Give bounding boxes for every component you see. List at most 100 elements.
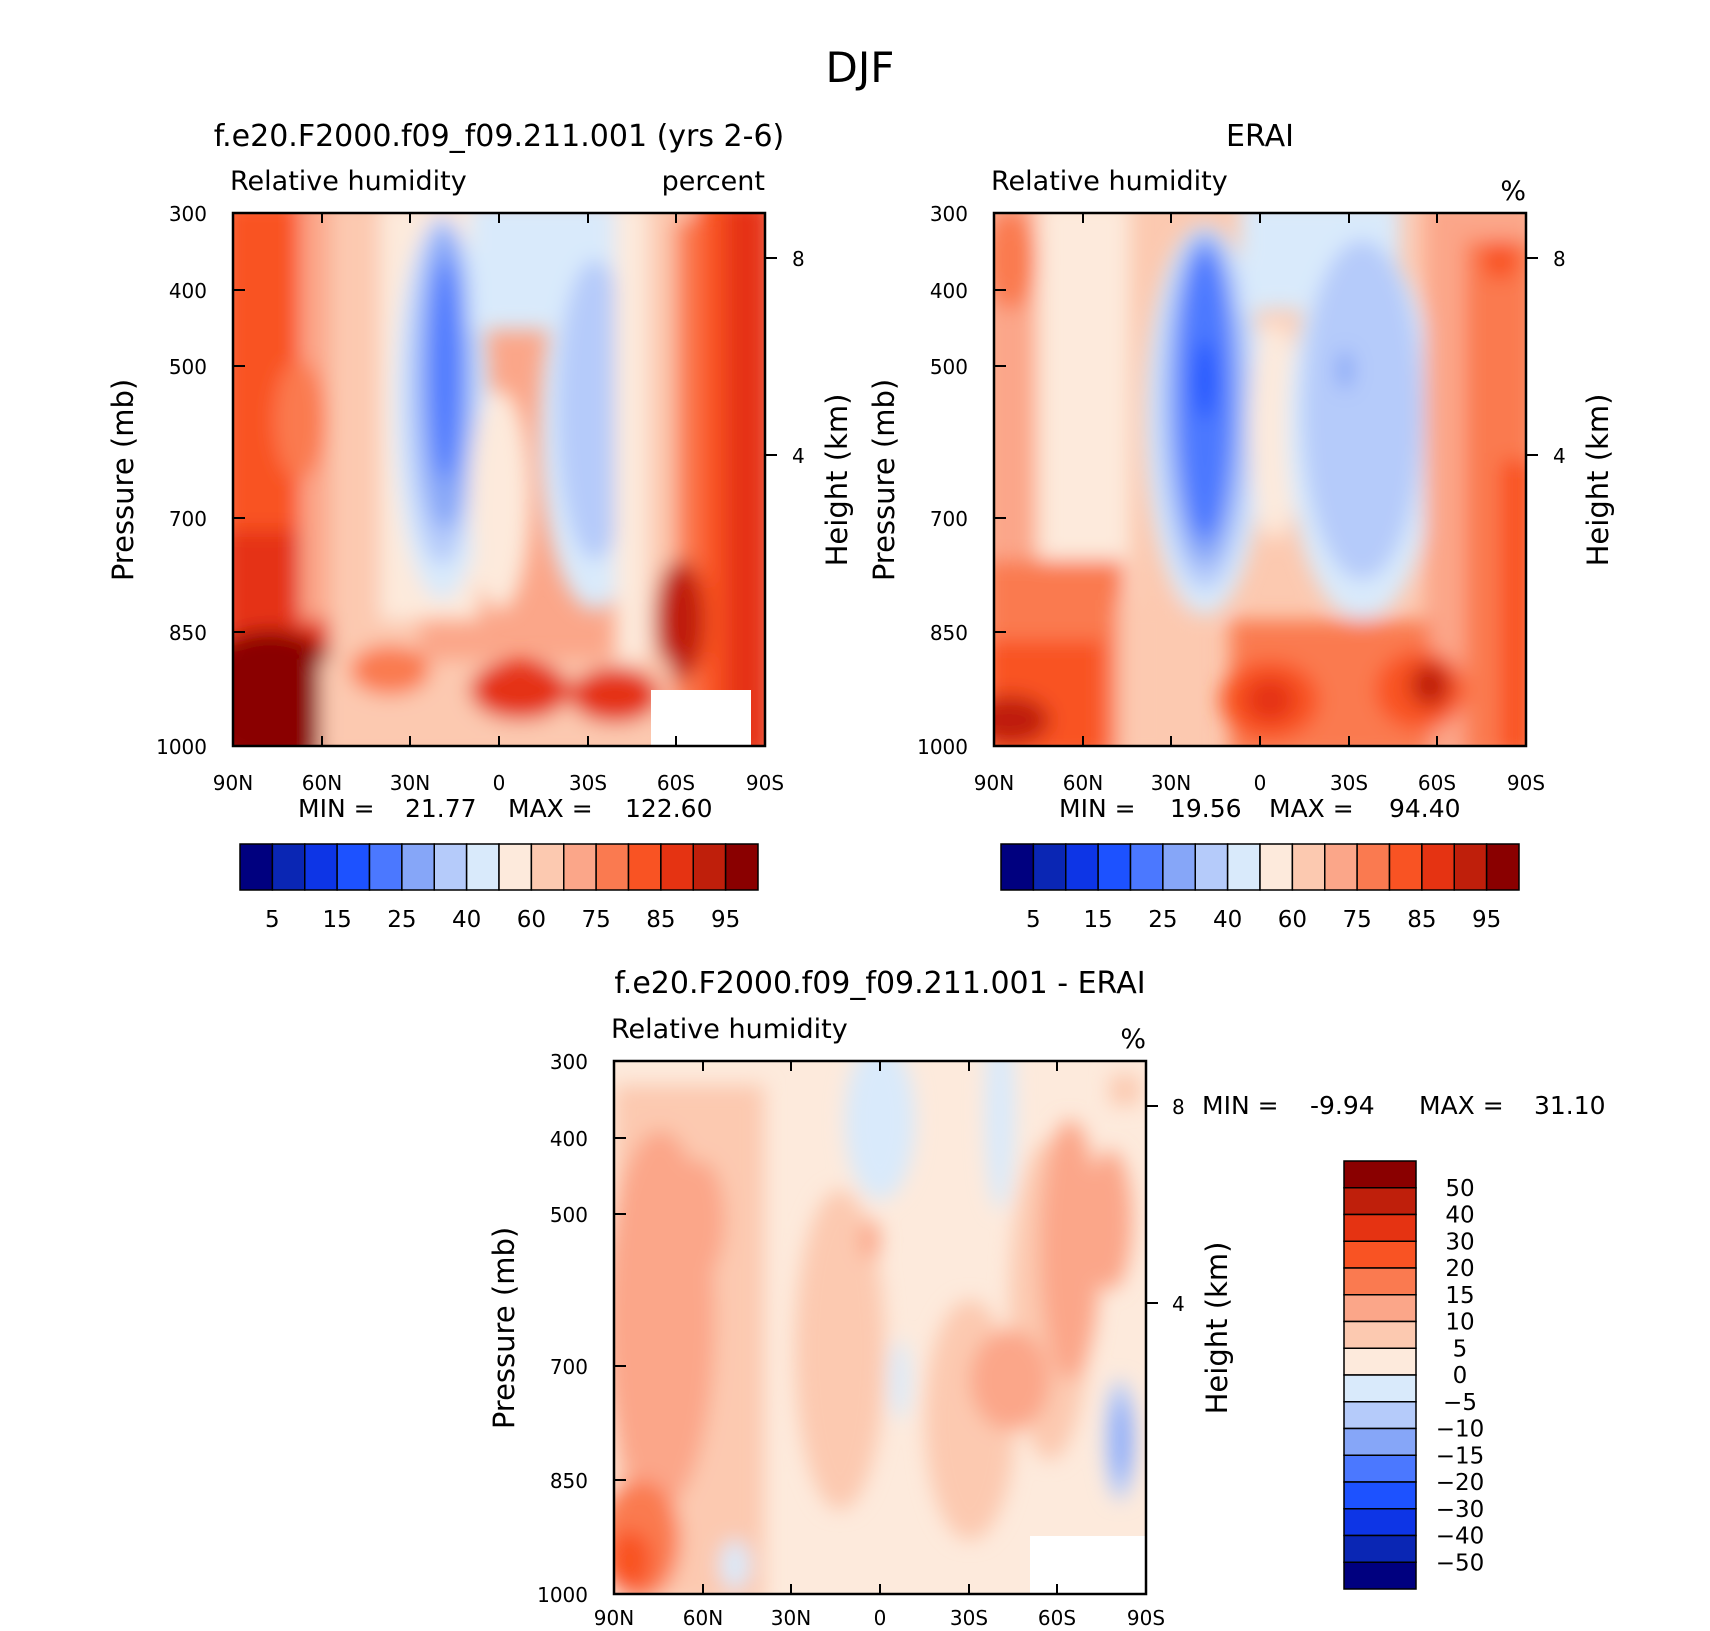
colorbar-swatch xyxy=(271,843,306,891)
max-value: 31.10 xyxy=(1534,1091,1606,1120)
colorbar-swatch xyxy=(401,843,435,891)
y2-tick-label: 8 xyxy=(1553,247,1566,271)
colorbar-swatch xyxy=(1000,843,1035,891)
colorbar-swatch xyxy=(1343,1213,1417,1242)
x-tick-label: 90N xyxy=(213,771,253,795)
colorbar-label: 85 xyxy=(1407,907,1436,933)
colorbar-model: 5 15 25 40 60 75 85 95 xyxy=(239,843,759,933)
x-tick-label: 30S xyxy=(569,771,607,795)
max-value: 94.40 xyxy=(1389,794,1461,823)
x-tick-label: 30N xyxy=(771,1606,811,1630)
colorbar-swatch xyxy=(1129,843,1164,891)
min-value: 19.56 xyxy=(1170,794,1242,823)
x-tick-label: 30S xyxy=(1330,771,1368,795)
colorbar-swatch xyxy=(1343,1240,1417,1269)
colorbar-swatch xyxy=(724,843,759,891)
colorbar-swatch xyxy=(1343,1160,1417,1189)
colorbar-swatch xyxy=(336,843,371,891)
y-tick-label: 500 xyxy=(169,355,207,379)
colorbar-swatch xyxy=(239,843,274,891)
y-tick-label: 850 xyxy=(930,621,968,645)
x-tick-label: 90N xyxy=(594,1606,634,1630)
colorbar-swatch xyxy=(1194,843,1229,891)
min-value: -9.94 xyxy=(1310,1091,1375,1120)
colorbar-swatch xyxy=(1065,843,1099,891)
x-tick-label: 60N xyxy=(683,1606,723,1630)
x-tick-label: 60S xyxy=(657,771,695,795)
colorbar-swatch xyxy=(1343,1454,1417,1483)
colorbar-swatch xyxy=(627,843,662,891)
x-tick-label: 90N xyxy=(974,771,1014,795)
colorbar-swatch xyxy=(1343,1561,1417,1590)
left-label: Relative humidity xyxy=(611,1014,848,1045)
y-tick-label: 1000 xyxy=(537,1583,588,1607)
colorbar-swatch xyxy=(1485,843,1520,891)
colorbar-swatch xyxy=(1259,843,1294,891)
x-tick-label: 90S xyxy=(1127,1606,1165,1630)
y2-axis-label: Height (km) xyxy=(1200,1242,1234,1415)
x-axis-model: 90N 60N 30N 0 30S 60S 90S xyxy=(213,213,784,795)
heatmap-field xyxy=(614,1061,1146,1594)
colorbar-swatch xyxy=(1291,843,1326,891)
y-tick-label: 400 xyxy=(169,279,207,303)
y2-axis-label: Height (km) xyxy=(820,394,854,567)
y-tick-label: 500 xyxy=(930,355,968,379)
min-label: MIN = xyxy=(1059,794,1136,823)
colorbar-swatch xyxy=(1388,843,1423,891)
colorbar-label: −30 xyxy=(1436,1497,1485,1523)
y-tick-label: 500 xyxy=(550,1203,588,1227)
panel-title: f.e20.F2000.f09_f09.211.001 (yrs 2-6) xyxy=(214,119,784,154)
panel-title: f.e20.F2000.f09_f09.211.001 - ERAI xyxy=(614,966,1145,1001)
colorbar-label: 60 xyxy=(1278,907,1307,933)
y-axis-model: 300 400 500 700 850 1000 Pressure (mb) xyxy=(106,202,245,759)
colorbar-swatch xyxy=(1343,1508,1417,1537)
colorbar-swatch xyxy=(1343,1534,1417,1563)
right-label: percent xyxy=(662,166,765,197)
y-tick-label: 700 xyxy=(930,507,968,531)
min-value: 21.77 xyxy=(405,794,477,823)
panel-obs: ERAI Relative humidity % xyxy=(867,119,1615,933)
x-tick-label: 60N xyxy=(302,771,342,795)
colorbar-label: 5 xyxy=(1026,907,1041,933)
colorbar-swatch xyxy=(1356,843,1391,891)
colorbar-label: −15 xyxy=(1436,1443,1485,1469)
colorbar-label: 0 xyxy=(1453,1363,1468,1389)
colorbar-swatch xyxy=(660,843,694,891)
colorbar-label: −10 xyxy=(1436,1417,1485,1443)
colorbar-swatches xyxy=(1343,1160,1417,1590)
y-tick-label: 400 xyxy=(930,279,968,303)
y2-tick-label: 8 xyxy=(792,247,805,271)
colorbar-swatch xyxy=(563,843,597,891)
heatmap-field xyxy=(233,213,765,746)
colorbar-swatch xyxy=(530,843,565,891)
colorbar-swatch xyxy=(465,843,500,891)
colorbar-label: 75 xyxy=(581,907,610,933)
y-tick-label: 300 xyxy=(930,202,968,226)
y-tick-label: 850 xyxy=(169,621,207,645)
y-tick-label: 700 xyxy=(169,507,207,531)
colorbar-obs: 5 15 25 40 60 75 85 95 xyxy=(1000,843,1520,933)
y-tick-label: 300 xyxy=(169,202,207,226)
colorbar-swatch xyxy=(1421,843,1455,891)
colorbar-swatch xyxy=(1324,843,1358,891)
colorbar-label: 25 xyxy=(1148,907,1177,933)
min-label: MIN = xyxy=(1202,1091,1279,1120)
colorbar-label: −40 xyxy=(1436,1524,1485,1550)
figure-title: DJF xyxy=(826,43,895,92)
y2-axis-label: Height (km) xyxy=(1581,394,1615,567)
colorbar-label: 15 xyxy=(1083,907,1112,933)
panel-diff: f.e20.F2000.f09_f09.211.001 - ERAI Relat… xyxy=(487,966,1606,1630)
colorbar-labels: 5 15 25 40 60 75 85 95 xyxy=(265,907,740,933)
max-value: 122.60 xyxy=(625,794,712,823)
colorbar-label: 50 xyxy=(1445,1176,1474,1202)
colorbar-swatch xyxy=(1226,843,1261,891)
colorbar-label: −50 xyxy=(1436,1550,1485,1576)
y-axis-obs: 300 400 500 700 850 1000 Pressure (mb) xyxy=(867,202,1006,759)
colorbar-swatches xyxy=(239,843,759,891)
y2-axis-obs: 8 4 Height (km) xyxy=(1526,247,1615,566)
x-tick-label: 60S xyxy=(1418,771,1456,795)
colorbar-label: 75 xyxy=(1342,907,1371,933)
colorbar-swatch xyxy=(433,843,468,891)
